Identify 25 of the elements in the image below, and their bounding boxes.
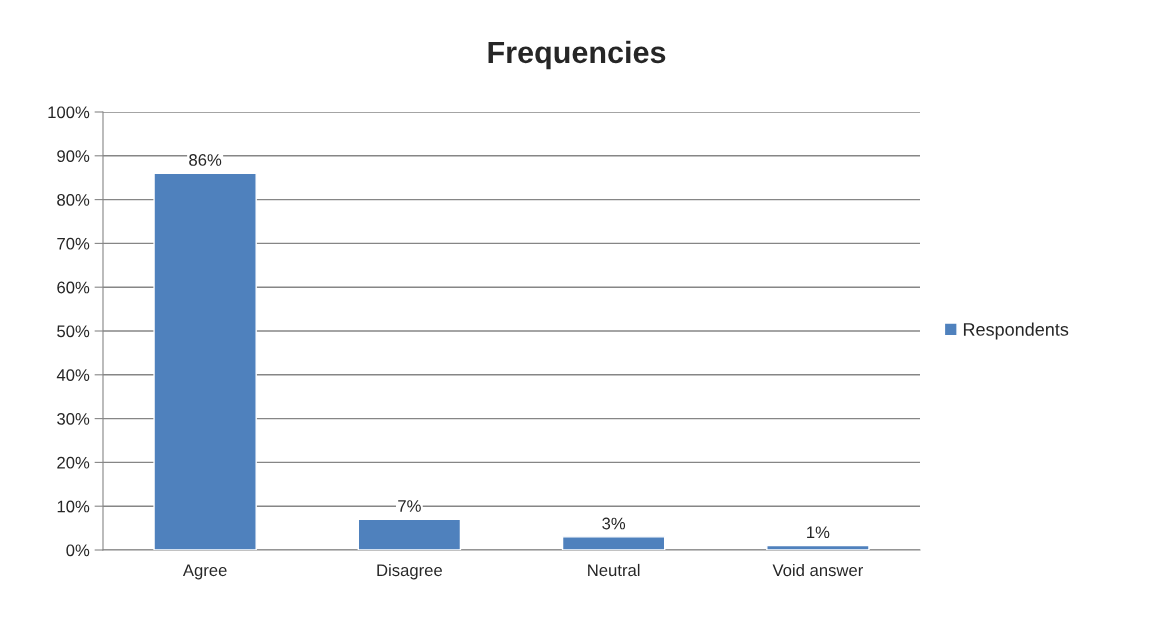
bar [561,536,666,550]
y-tick-label: 90% [57,150,90,162]
bar [153,172,257,550]
y-tick-label: 60% [57,281,90,294]
y-tick-label: 50% [57,325,90,338]
chart-title: Frequencies [488,40,666,70]
bar [766,544,870,550]
x-tick-label: Void answer [772,563,863,577]
y-tick-label: 0% [66,544,90,557]
y-tick-label: 100% [48,106,90,119]
x-tick-label: Disagree [377,563,442,580]
data-label: 1% [807,526,830,539]
x-tick-label: Agree [182,564,227,580]
y-tick-label: 20% [57,456,90,469]
y-tick-label: 70% [57,237,90,250]
legend-label: Respondents [963,322,1069,340]
data-label: 7% [398,500,421,512]
y-tick-label: 40% [56,369,90,381]
y-tick-label: 10% [57,500,90,513]
data-label: 86% [189,154,222,166]
data-label: 3% [602,517,626,530]
y-tick-label: 80% [57,194,90,206]
y-tick-label: 30% [57,413,90,425]
bar [357,518,462,550]
x-tick-label: Neutral [588,563,640,577]
